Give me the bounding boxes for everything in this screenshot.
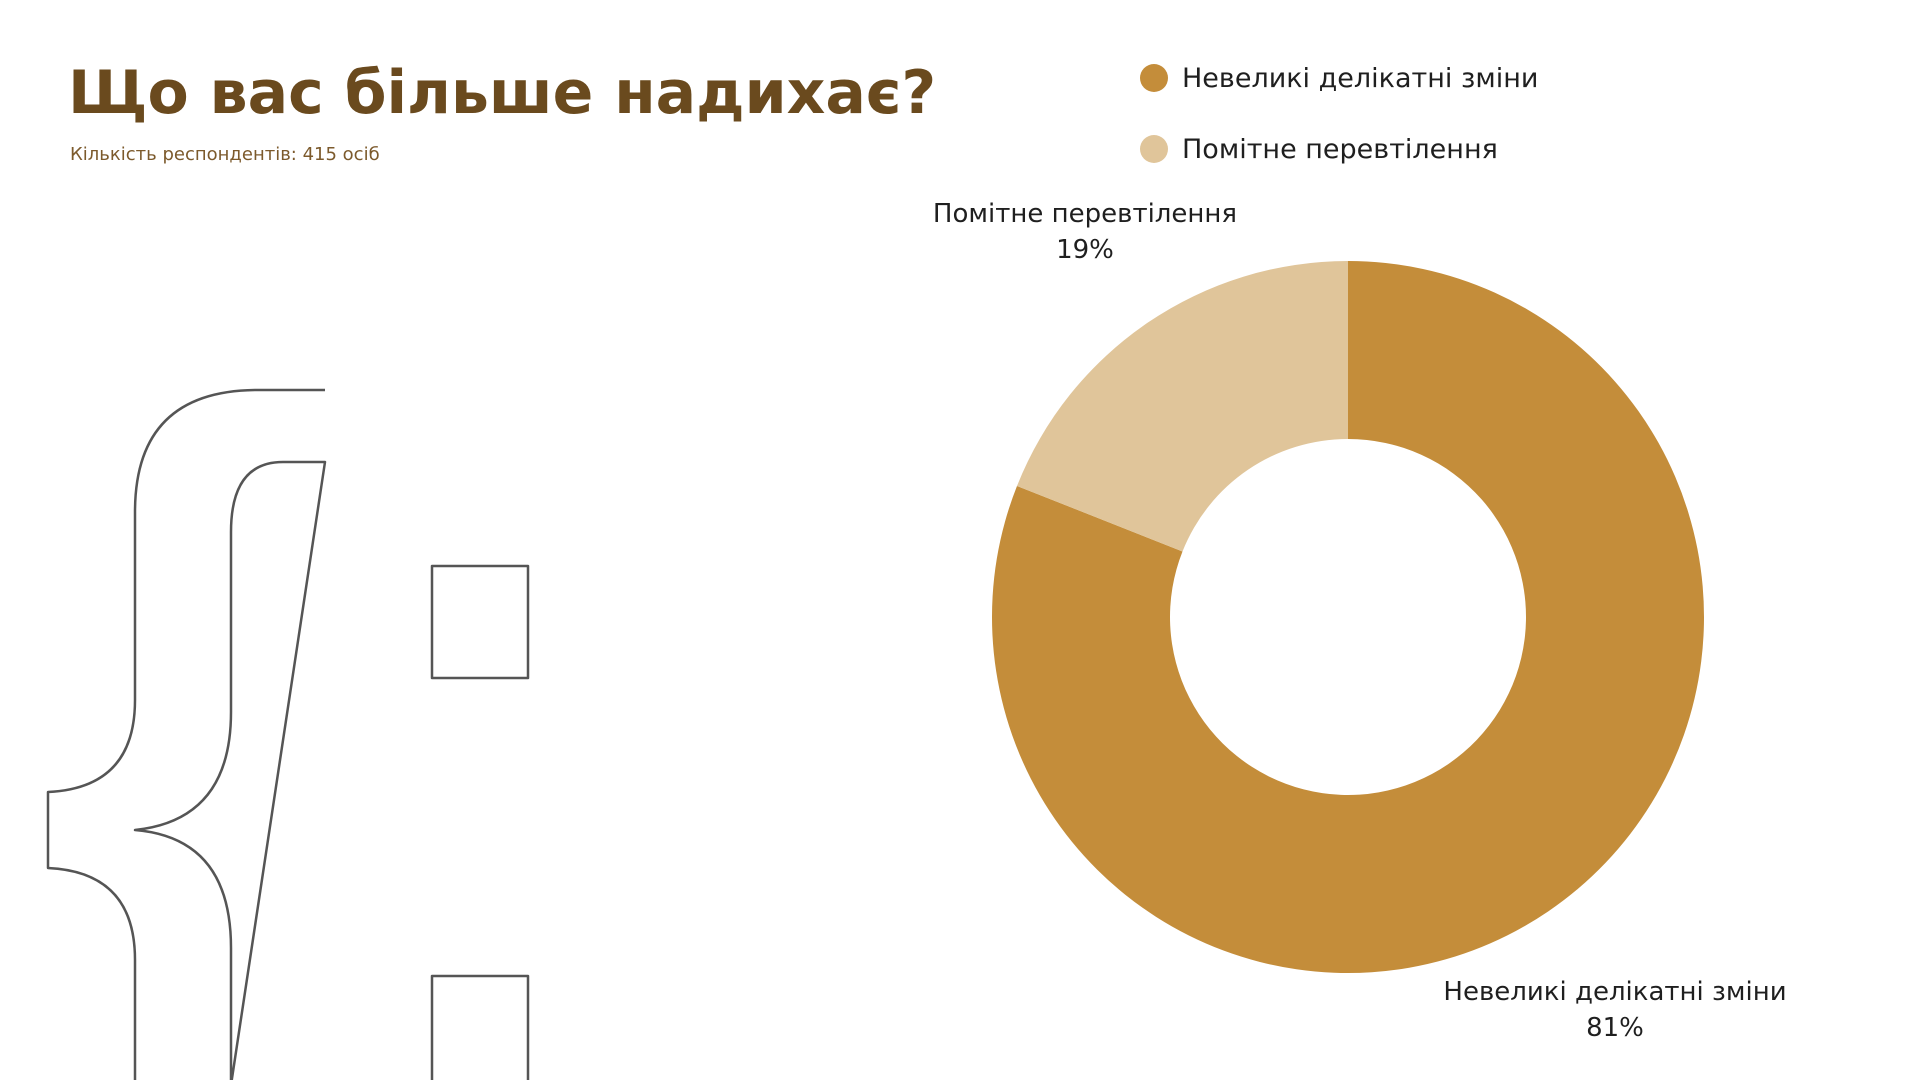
- curly-brace-glyph-icon: [46, 388, 530, 1080]
- chart-subtitle: Кількість респондентів: 415 осіб: [70, 144, 380, 165]
- slice-category-label: Помітне перевтілення: [933, 199, 1237, 229]
- legend-label: Невеликі делікатні зміни: [1182, 62, 1539, 94]
- legend-item: Невеликі делікатні зміни: [1140, 58, 1538, 98]
- donut-slice: [1016, 261, 1348, 552]
- donut-slice: [992, 261, 1704, 974]
- slice-value-label: 19%: [1056, 235, 1114, 265]
- legend-item: Помітне перевтілення: [1140, 129, 1538, 169]
- legend-swatch-icon: [1140, 64, 1168, 92]
- legend-label: Помітне перевтілення: [1182, 133, 1498, 165]
- legend-swatch-icon: [1140, 135, 1168, 163]
- chart-title: Що вас більше надихає?: [68, 58, 937, 128]
- slice-category-label: Невеликі делікатні зміни: [1443, 977, 1786, 1007]
- legend: Невеликі делікатні зміни Помітне перевті…: [1140, 58, 1538, 200]
- slice-value-label: 81%: [1586, 1013, 1644, 1043]
